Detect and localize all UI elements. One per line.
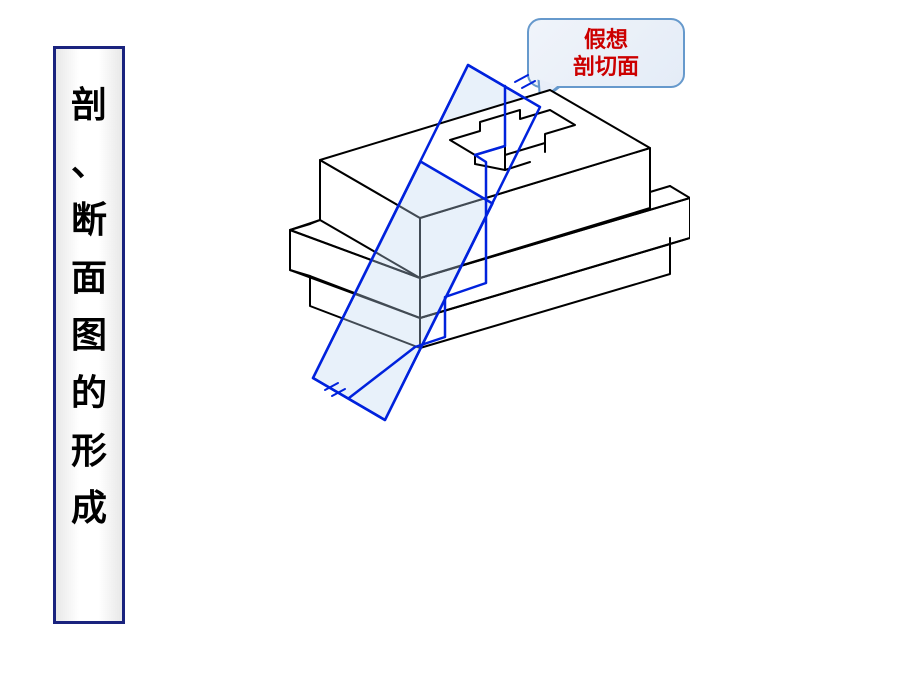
title-char: 剖	[71, 77, 107, 135]
title-char: 面	[71, 250, 107, 308]
title-char: 图	[71, 307, 107, 365]
title-char: 断	[71, 192, 107, 250]
title-char: 形	[71, 423, 107, 481]
title-char: 的	[71, 365, 107, 423]
title-char: 成	[71, 480, 107, 538]
title-char: 、	[71, 135, 107, 193]
vertical-title-panel: 剖 、 断 面 图 的 形 成	[53, 46, 125, 624]
isometric-diagram	[170, 30, 690, 450]
diagram-svg	[170, 30, 690, 450]
